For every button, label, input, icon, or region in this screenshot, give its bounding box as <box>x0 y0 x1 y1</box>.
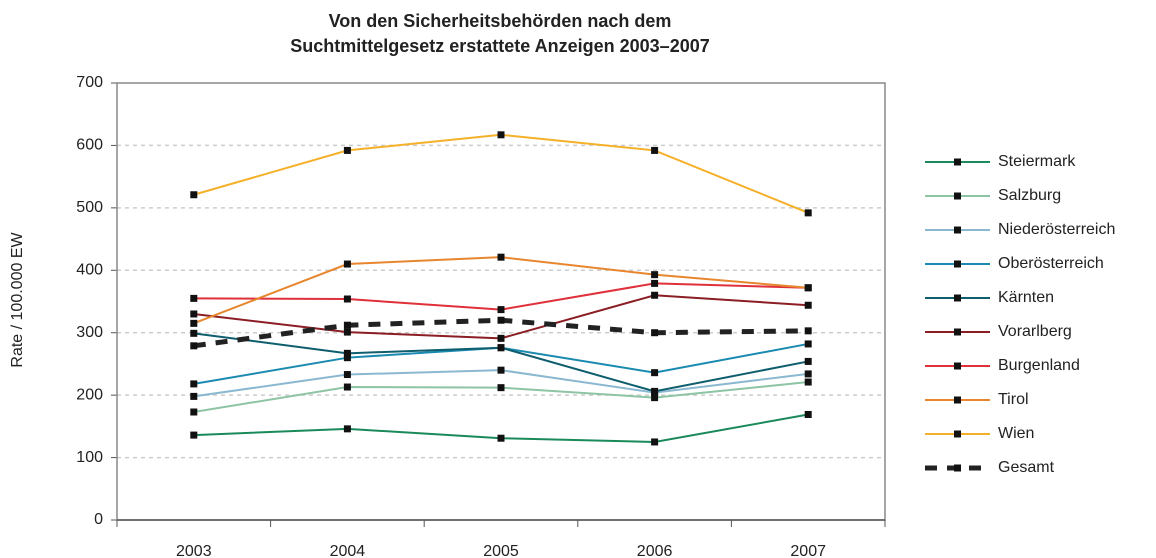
point-marker <box>343 354 351 362</box>
legend-marker <box>954 294 961 302</box>
chart-title: Suchtmittelgesetz erstattete Anzeigen 20… <box>290 36 710 56</box>
point-marker <box>804 301 812 309</box>
point-marker <box>343 260 351 268</box>
legend-label: Niederösterreich <box>998 221 1115 238</box>
y-tick-label: 500 <box>76 199 103 216</box>
y-tick-label: 700 <box>76 74 103 91</box>
point-marker <box>190 310 198 318</box>
point-marker <box>651 329 659 337</box>
legend-label: Salzburg <box>998 187 1061 204</box>
point-marker <box>190 380 198 388</box>
y-tick-label: 100 <box>76 449 103 466</box>
point-marker <box>343 146 351 154</box>
point-marker <box>497 253 505 261</box>
point-marker <box>190 431 198 439</box>
point-marker <box>497 366 505 374</box>
y-axis-label: Rate / 100.000 EW <box>9 232 26 368</box>
legend-label: Steiermark <box>998 153 1076 170</box>
point-marker <box>343 328 351 336</box>
point-marker <box>651 369 659 377</box>
point-marker <box>497 434 505 442</box>
point-marker <box>651 271 659 279</box>
legend-marker <box>954 396 961 404</box>
point-marker <box>497 384 505 392</box>
point-marker <box>804 410 812 418</box>
legend-label: Wien <box>998 425 1034 442</box>
y-tick-label: 200 <box>76 386 103 403</box>
series-line <box>193 369 809 398</box>
legend-marker <box>954 158 961 166</box>
legend-marker <box>954 430 961 438</box>
legend-label: Kärnten <box>998 289 1054 306</box>
y-tick-label: 600 <box>76 137 103 154</box>
point-marker <box>497 306 505 314</box>
y-tick-label: 400 <box>76 262 103 279</box>
legend-label: Burgenland <box>998 357 1080 374</box>
point-marker <box>804 284 812 292</box>
point-marker <box>190 319 198 327</box>
x-tick-label: 2003 <box>176 543 212 558</box>
point-marker <box>804 370 812 378</box>
point-marker <box>804 357 812 365</box>
plot-frame <box>116 82 886 521</box>
point-marker <box>343 349 351 357</box>
legend-label: Gesamt <box>998 459 1055 476</box>
point-marker <box>651 146 659 154</box>
point-marker <box>343 321 351 329</box>
x-tick-label: 2007 <box>790 543 826 558</box>
point-marker <box>190 329 198 337</box>
y-tick-label: 0 <box>94 511 103 528</box>
point-marker <box>190 392 198 400</box>
x-tick-label: 2005 <box>483 543 519 558</box>
point-marker <box>651 387 659 395</box>
legend-label: Oberösterreich <box>998 255 1104 272</box>
point-marker <box>190 191 198 199</box>
point-marker <box>651 279 659 287</box>
legend-marker <box>954 192 961 200</box>
chart-title: Von den Sicherheitsbehörden nach dem <box>329 11 672 31</box>
legend-label: Tirol <box>998 391 1029 408</box>
point-marker <box>804 209 812 217</box>
point-marker <box>190 408 198 416</box>
point-marker <box>343 295 351 303</box>
legend-marker <box>954 226 961 234</box>
series-line <box>193 133 809 214</box>
point-marker <box>804 340 812 348</box>
point-marker <box>497 344 505 352</box>
point-marker <box>497 131 505 139</box>
point-marker <box>804 327 812 335</box>
legend-marker <box>954 464 961 472</box>
x-tick-label: 2004 <box>330 543 366 558</box>
point-marker <box>497 316 505 324</box>
point-marker <box>804 378 812 386</box>
point-marker <box>190 342 198 350</box>
x-tick-label: 2006 <box>637 543 673 558</box>
point-marker <box>343 371 351 379</box>
point-marker <box>343 383 351 391</box>
legend-marker <box>954 362 961 370</box>
point-marker <box>651 438 659 446</box>
legend-marker <box>954 328 961 336</box>
point-marker <box>343 425 351 433</box>
legend-marker <box>954 260 961 268</box>
point-marker <box>651 394 659 402</box>
point-marker <box>190 294 198 302</box>
legend-label: Vorarlberg <box>998 323 1072 340</box>
point-marker <box>651 291 659 299</box>
y-tick-label: 300 <box>76 324 103 341</box>
point-marker <box>497 334 505 342</box>
series-line <box>193 256 809 325</box>
